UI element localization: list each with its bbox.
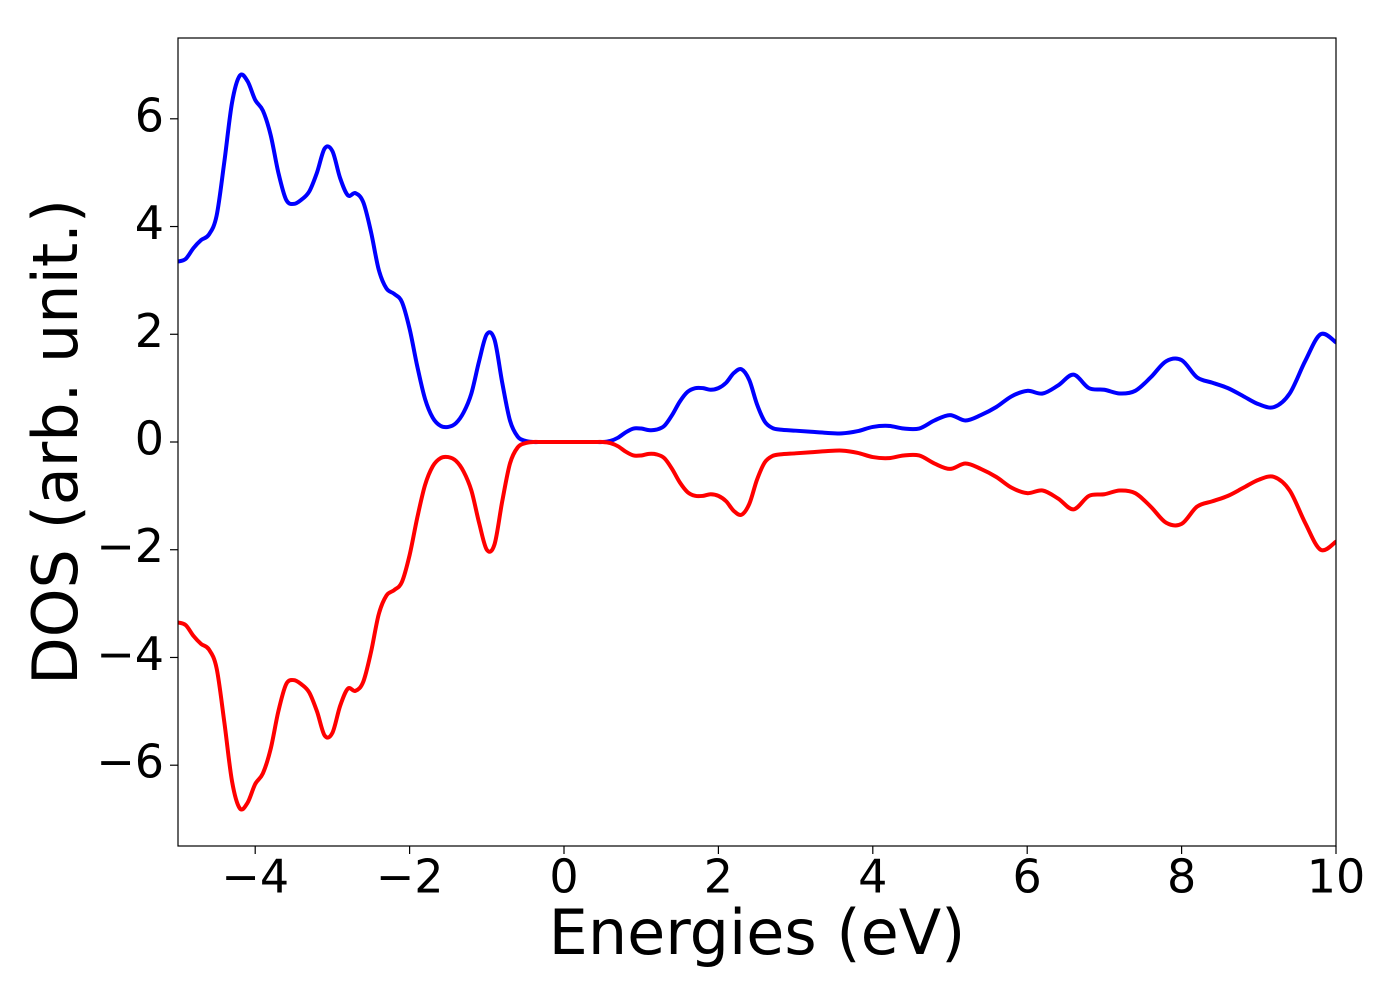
series-line bbox=[178, 439, 1336, 812]
y-tick-label: 6 bbox=[135, 88, 164, 142]
x-tick-label: 2 bbox=[704, 850, 733, 904]
y-tick-label: −4 bbox=[96, 627, 164, 681]
y-tick-label: 2 bbox=[135, 304, 164, 358]
series-line bbox=[178, 72, 1336, 445]
y-tick-label: −6 bbox=[96, 735, 164, 789]
y-tick-label: 4 bbox=[135, 196, 164, 250]
x-tick-label: −4 bbox=[221, 850, 289, 904]
x-tick-label: 6 bbox=[1013, 850, 1042, 904]
plot-lines bbox=[178, 72, 1336, 812]
y-tick-label: −2 bbox=[96, 519, 164, 573]
x-tick-label: 8 bbox=[1167, 850, 1196, 904]
x-tick-label: 4 bbox=[858, 850, 887, 904]
x-tick-label: −2 bbox=[376, 850, 444, 904]
y-tick-label: 0 bbox=[135, 412, 164, 466]
y-axis-label: DOS (arb. unit.) bbox=[19, 199, 92, 685]
x-tick-label: 0 bbox=[549, 850, 578, 904]
x-axis-label: Energies (eV) bbox=[549, 896, 966, 969]
x-tick-label: 10 bbox=[1307, 850, 1366, 904]
plot-frame bbox=[177, 37, 1337, 847]
